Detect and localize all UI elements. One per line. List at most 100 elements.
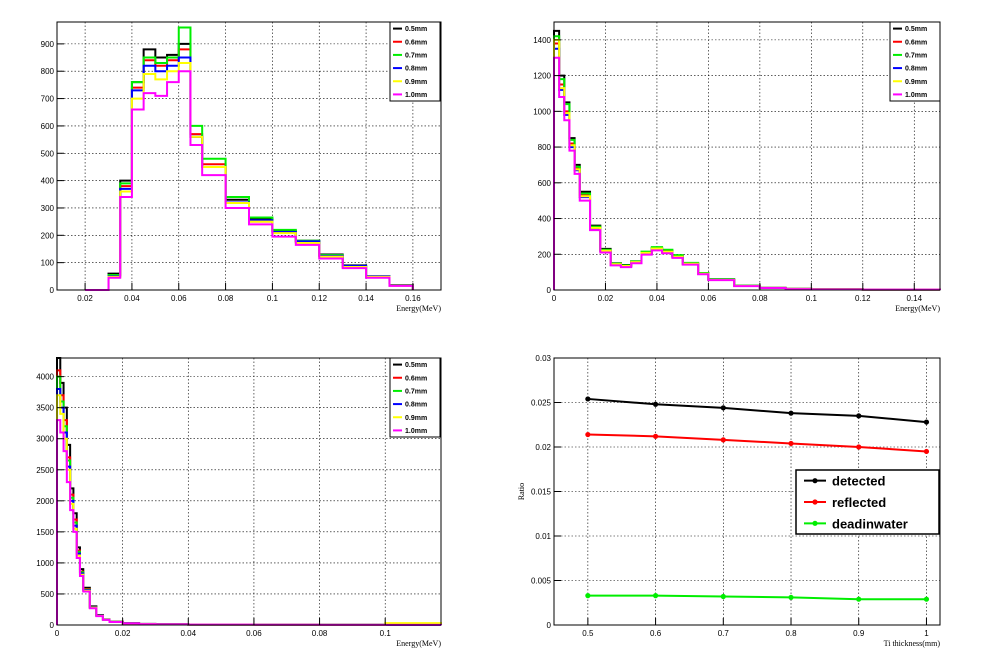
legend-label: 0.8mm: [405, 66, 427, 73]
series-line-reflected: [587, 433, 927, 453]
y-tick-label: 800: [538, 143, 552, 152]
x-tick-label: 0.04: [124, 294, 140, 303]
series-line-0.5mm: [56, 357, 442, 626]
x-tick-label: 0.8: [785, 629, 797, 638]
x-tick-label: 0.02: [598, 294, 614, 303]
legend-box: [389, 357, 441, 438]
legend: detected reflected deadinwater: [795, 469, 940, 535]
y-tick-label: 1400: [533, 36, 551, 45]
legend-label: 0.8mm: [405, 402, 427, 409]
series-line-0.9mm: [56, 394, 442, 626]
series-line-0.7mm: [553, 35, 941, 291]
legend-box: [889, 21, 941, 102]
series-line-deadinwater: [587, 594, 927, 601]
series-line-0.7mm: [85, 26, 414, 291]
x-tick-label: 0.04: [180, 629, 196, 638]
legend-label: 1.0mm: [905, 92, 927, 99]
y-tick-label: 300: [41, 204, 55, 213]
legend-label: 0.9mm: [405, 415, 427, 422]
x-axis-label: Energy(MeV): [396, 639, 441, 648]
chart-panel-4: 0.5 0.6 0.7 0.8 0.9 1 0 0.005 0.01 0.015 0.02 0.025…: [517, 354, 941, 648]
y-tick-label: 1500: [36, 528, 54, 537]
x-tick-label: 0.06: [246, 629, 262, 638]
y-tick-label: 500: [41, 149, 55, 158]
plot-frame: [56, 357, 442, 626]
y-tick-label: 600: [41, 122, 55, 131]
x-tick-label: 0.12: [311, 294, 327, 303]
legend-label: detected: [832, 474, 886, 489]
y-tick-label: 0: [50, 286, 55, 295]
x-tick-label: 0.08: [752, 294, 768, 303]
series-line-0.6mm: [85, 48, 414, 291]
y-tick-label: 0: [547, 286, 552, 295]
x-tick-label: 0.08: [218, 294, 234, 303]
data-point-deadinwater: [720, 593, 726, 600]
legend-label: 0.9mm: [405, 79, 427, 86]
legend-label: 0.9mm: [905, 79, 927, 86]
y-tick-label: 2500: [36, 466, 54, 475]
data-point-reflected: [788, 440, 794, 447]
x-axis-label: Energy(MeV): [396, 304, 441, 313]
legend-label: 1.0mm: [405, 428, 427, 435]
x-axis-label: Energy(MeV): [895, 304, 940, 313]
y-tick-label: 500: [41, 590, 55, 599]
y-axis-label: Ratio: [517, 483, 526, 500]
x-tick-label: 0.6: [650, 629, 662, 638]
x-tick-label: 0.1: [380, 629, 392, 638]
y-tick-label: 0: [50, 621, 55, 630]
x-tick-label: 0.1: [267, 294, 279, 303]
y-tick-label: 100: [41, 259, 55, 268]
legend-label: 0.8mm: [905, 66, 927, 73]
y-tick-label: 200: [41, 231, 55, 240]
x-tick-label: 0.08: [312, 629, 328, 638]
x-tick-label: 0.14: [358, 294, 374, 303]
x-tick-label: 0.14: [906, 294, 922, 303]
series-line-0.9mm: [85, 62, 414, 291]
x-tick-label: 0.04: [649, 294, 665, 303]
series-line-1.0mm: [553, 56, 941, 291]
series-line-0.8mm: [85, 56, 414, 291]
series-line-0.5mm: [553, 29, 941, 291]
y-tick-label: 900: [41, 40, 55, 49]
legend-label: 0.5mm: [405, 362, 427, 369]
series-line-1.0mm: [56, 419, 442, 626]
x-tick-label: 0.5: [582, 629, 594, 638]
chart-panel-3: 0 0.02 0.04 0.06 0.08 0.1 0 500 1000 1500 2000 2500…: [36, 357, 442, 648]
legend-box: [389, 21, 441, 102]
y-tick-label: 600: [538, 179, 552, 188]
data-point-deadinwater: [856, 596, 862, 602]
y-tick-label: 1200: [533, 72, 551, 81]
y-tick-label: 0: [547, 621, 552, 630]
legend-label: 0.7mm: [905, 52, 927, 59]
data-point-deadinwater: [652, 593, 659, 599]
legend-label: 1.0mm: [405, 92, 427, 99]
series-line-0.8mm: [56, 388, 442, 626]
legend-label: 0.7mm: [405, 52, 427, 59]
data-point-detected: [720, 405, 726, 411]
y-tick-label: 700: [41, 95, 55, 104]
data-point-detected: [923, 419, 930, 425]
legend-label: 0.6mm: [905, 39, 927, 46]
legend-label: 0.6mm: [405, 375, 427, 382]
legend: 0.5mm 0.6mm 0.7mm 0.8mm 0.9mm 1.0mm: [389, 357, 441, 438]
data-point-reflected: [720, 437, 726, 443]
x-tick-label: 1: [924, 629, 929, 638]
plot-frame: [56, 21, 442, 291]
chart-panel-2: 0 0.02 0.04 0.06 0.08 0.1 0.12 0.14 0 200 400 600 80…: [533, 21, 941, 313]
data-point-reflected: [652, 433, 659, 439]
x-tick-label: 0: [55, 629, 60, 638]
legend-marker: [812, 499, 818, 505]
y-tick-label: 400: [41, 177, 55, 186]
legend-label: 0.7mm: [405, 388, 427, 395]
legend: 0.5mm 0.6mm 0.7mm 0.8mm 0.9mm 1.0mm: [389, 21, 441, 102]
y-tick-label: 0.025: [531, 399, 552, 408]
series-line-1.0mm: [85, 70, 414, 291]
x-tick-label: 0.02: [115, 629, 131, 638]
y-tick-label: 1000: [533, 107, 551, 116]
data-point-reflected: [585, 431, 591, 438]
series-line-detected: [587, 397, 927, 424]
series-line-0.8mm: [553, 47, 941, 291]
y-tick-label: 0.005: [531, 577, 552, 586]
x-tick-label: 0: [552, 294, 557, 303]
legend-label: reflected: [832, 495, 886, 510]
